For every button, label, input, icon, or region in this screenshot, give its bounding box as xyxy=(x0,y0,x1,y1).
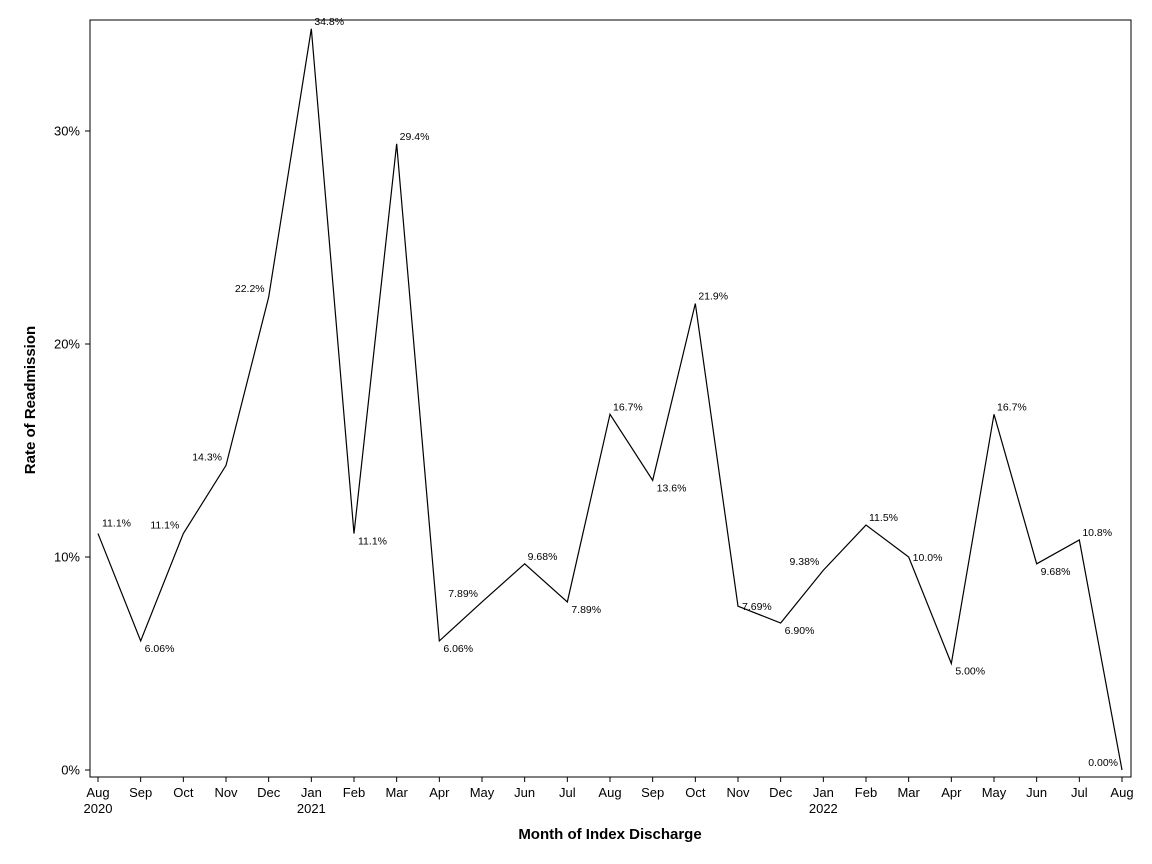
y-tick-label: 0% xyxy=(61,763,80,778)
series-line xyxy=(97,28,1123,771)
x-tick-label-month: Dec xyxy=(257,785,281,800)
y-tick-label: 30% xyxy=(54,124,80,139)
data-label: 10.8% xyxy=(1082,527,1112,539)
data-label: 9.68% xyxy=(528,551,558,563)
data-label: 7.89% xyxy=(571,604,601,616)
data-label: 16.7% xyxy=(613,401,643,413)
x-tick-label-month: Aug xyxy=(1110,785,1133,800)
x-tick-label-month: Jan xyxy=(813,785,834,800)
data-label: 9.38% xyxy=(790,556,820,568)
y-axis: 0% 10% 20% 30% xyxy=(54,124,90,778)
x-tick-label-year: 2020 xyxy=(84,801,113,816)
data-label: 14.3% xyxy=(192,451,222,463)
plot-frame xyxy=(89,19,1132,778)
x-tick-label-month: Jul xyxy=(559,785,576,800)
data-label: 0.00% xyxy=(1088,757,1118,769)
data-label: 22.2% xyxy=(235,283,265,295)
data-label: 13.6% xyxy=(657,482,687,494)
x-tick-label-month: Feb xyxy=(855,785,877,800)
data-labels: 11.1% 6.06% 11.1% 14.3% 22.2% 34.8% 11.1% 29.4%… xyxy=(102,16,1118,769)
x-tick-label-month: Jul xyxy=(1071,785,1088,800)
x-tick-label-month: Sep xyxy=(641,785,664,800)
x-tick-label-month: Nov xyxy=(726,785,750,800)
data-label: 11.5% xyxy=(869,512,898,524)
data-label: 6.06% xyxy=(145,643,175,655)
data-label: 5.00% xyxy=(955,666,985,678)
x-tick-label-month: Nov xyxy=(214,785,238,800)
x-tick-label-month: Oct xyxy=(685,785,706,800)
data-label: 29.4% xyxy=(400,131,430,143)
data-label: 34.8% xyxy=(314,16,344,28)
x-tick-label-month: Apr xyxy=(429,785,450,800)
x-tick-label-month: Jan xyxy=(301,785,322,800)
y-axis-title: Rate of Readmission xyxy=(22,326,39,474)
x-tick-label-month: Jun xyxy=(514,785,535,800)
data-label: 11.1% xyxy=(150,520,179,532)
x-tick-label-month: Oct xyxy=(173,785,194,800)
x-tick-label-month: Jun xyxy=(1026,785,1047,800)
x-axis-title: Month of Index Discharge xyxy=(518,826,701,843)
x-tick-label-month: May xyxy=(982,785,1007,800)
x-tick-label-month: Feb xyxy=(343,785,365,800)
data-label: 6.90% xyxy=(785,625,815,637)
data-label: 7.69% xyxy=(742,601,772,613)
x-tick-label-month: May xyxy=(470,785,495,800)
x-tick-label-month: Apr xyxy=(941,785,962,800)
data-label: 11.1% xyxy=(102,518,131,530)
y-tick-label: 10% xyxy=(54,550,80,565)
data-label: 16.7% xyxy=(997,401,1027,413)
x-tick-label-month: Aug xyxy=(86,785,109,800)
data-label: 6.06% xyxy=(443,643,473,655)
x-tick-label-month: Mar xyxy=(897,785,920,800)
x-tick-label-month: Aug xyxy=(598,785,621,800)
y-tick-label: 20% xyxy=(54,337,80,352)
data-label: 9.68% xyxy=(1041,566,1071,578)
x-tick-label-month: Dec xyxy=(769,785,793,800)
x-tick-label-year: 2022 xyxy=(809,801,838,816)
x-tick-label-month: Mar xyxy=(385,785,408,800)
data-label: 21.9% xyxy=(698,291,728,303)
data-label: 10.0% xyxy=(913,552,943,564)
x-tick-label-year: 2021 xyxy=(297,801,326,816)
data-label: 11.1% xyxy=(358,536,387,548)
data-label: 7.89% xyxy=(448,588,478,600)
x-tick-label-month: Sep xyxy=(129,785,152,800)
